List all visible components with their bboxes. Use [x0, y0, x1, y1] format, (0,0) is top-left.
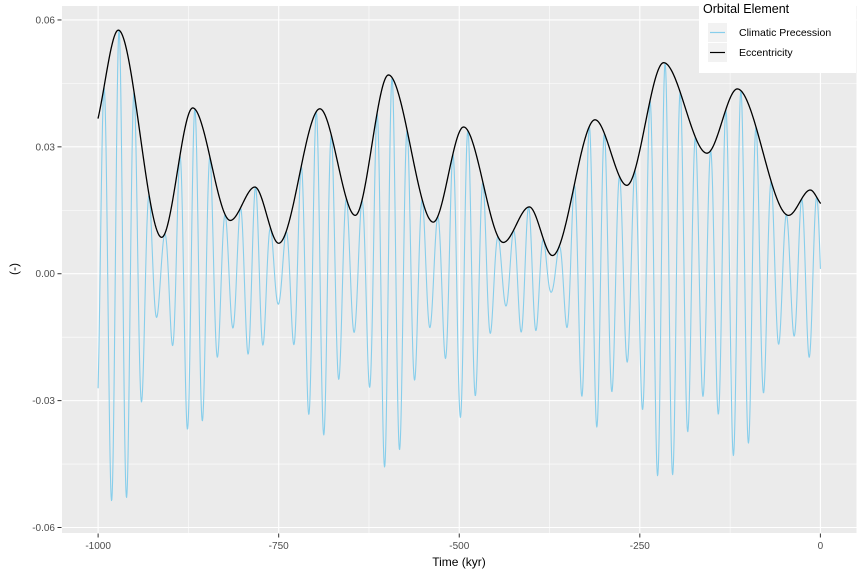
legend-label-precession: Climatic Precession	[739, 27, 831, 39]
x-tick-label: -250	[630, 541, 650, 552]
legend-title: Orbital Element	[703, 2, 790, 16]
legend-label-eccentricity: Eccentricity	[739, 47, 793, 59]
y-tick-label: -0.06	[32, 523, 55, 534]
y-axis-ticks	[57, 19, 62, 529]
x-tick-label: -500	[449, 541, 469, 552]
y-tick-label: -0.03	[32, 396, 55, 407]
x-tick-label: -750	[269, 541, 289, 552]
x-axis-tick-labels: -1000 -750 -500 -250 0	[85, 541, 823, 552]
legend: Orbital Element Climatic Precession Ecce…	[699, 0, 856, 73]
x-axis-title: Time (kyr)	[432, 555, 486, 569]
y-axis-title: (-)	[7, 263, 21, 275]
y-tick-label: 0.03	[36, 142, 56, 153]
y-tick-label: 0.00	[36, 269, 56, 280]
x-tick-label: -1000	[85, 541, 111, 552]
x-axis-ticks	[97, 533, 821, 538]
x-tick-label: 0	[818, 541, 824, 552]
y-tick-label: 0.06	[36, 15, 56, 26]
climatic-precession-line	[97, 29, 821, 502]
eccentricity-line	[97, 29, 822, 257]
y-axis-tick-labels: 0.06 0.03 0.00 -0.03 -0.06	[32, 15, 55, 534]
